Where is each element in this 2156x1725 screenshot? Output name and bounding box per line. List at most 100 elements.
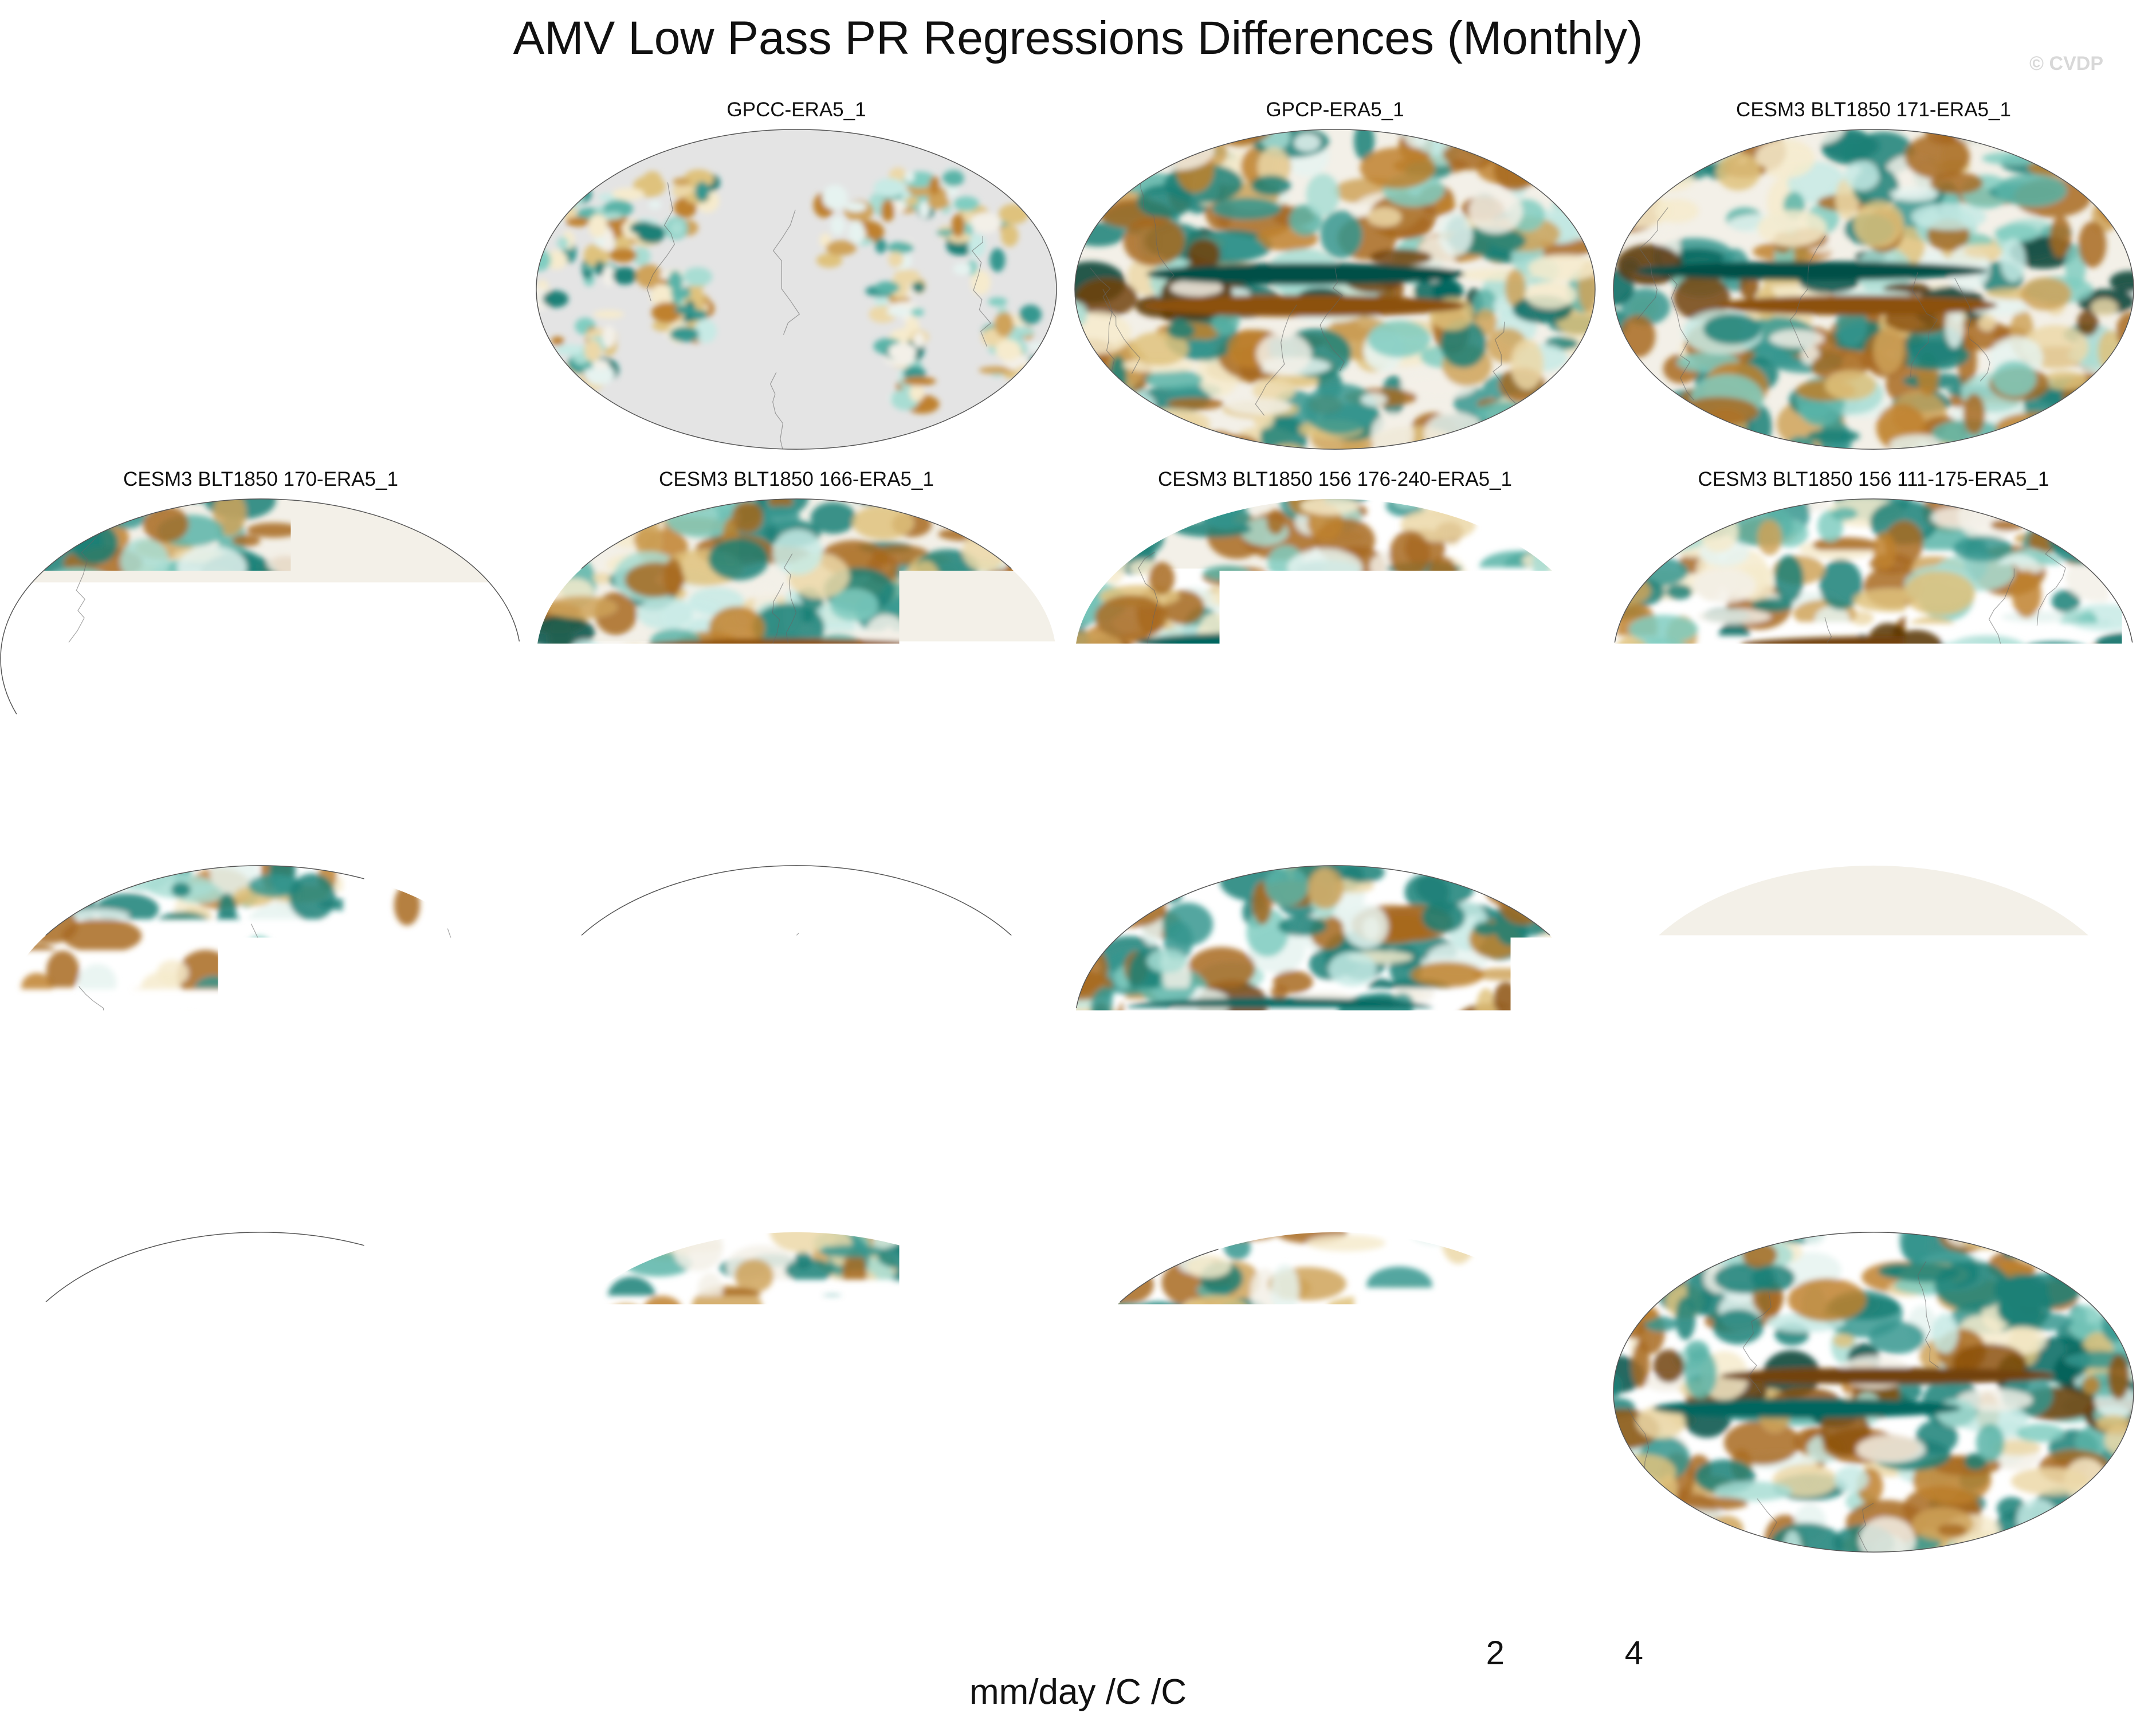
- field-blob: [820, 1245, 885, 1258]
- field-blob: [638, 496, 663, 515]
- equatorial-band: [1116, 1364, 1417, 1383]
- field-blob: [462, 1100, 500, 1136]
- panel-title: CESM3 BLT1850 171-ERA5_1: [1610, 97, 2137, 123]
- field-blob: [1562, 623, 1595, 657]
- field-blob: [1937, 1399, 1977, 1427]
- field-blob: [1003, 1181, 1047, 1189]
- field-blob: [1041, 708, 1060, 746]
- field-blob: [2087, 657, 2131, 704]
- field-blob: [1890, 1263, 1960, 1283]
- field-blob: [1651, 1152, 1689, 1189]
- field-blob: [533, 1229, 573, 1260]
- field-blob: [1474, 922, 1498, 936]
- field-blob: [913, 1268, 965, 1304]
- field-blob: [1548, 1494, 1599, 1520]
- field-blob: [2037, 1229, 2080, 1259]
- field-blob: [3, 768, 34, 796]
- field-blob: [1702, 512, 1723, 528]
- field-blob: [1101, 389, 1155, 423]
- field-blob: [1523, 496, 1584, 522]
- field-blob: [2037, 795, 2088, 822]
- field-blob: [475, 1474, 524, 1506]
- colorbar-swatch: [663, 1594, 733, 1623]
- field-blob: [603, 1229, 659, 1258]
- field-blob: [1700, 496, 1757, 521]
- field-blob: [1072, 723, 1112, 737]
- field-blob: [428, 808, 493, 820]
- field-blob: [1611, 873, 1654, 919]
- land-field-blob: [543, 290, 568, 308]
- equatorial-band: [646, 639, 926, 652]
- field-blob: [1652, 1245, 1720, 1270]
- field-blob: [1259, 1350, 1290, 1362]
- field-blob: [1996, 174, 2067, 207]
- field-blob: [533, 1151, 575, 1189]
- field-blob: [1631, 512, 1711, 552]
- field-blob: [697, 1440, 762, 1481]
- field-blob: [1562, 997, 1595, 1012]
- land-field-blob: [670, 327, 699, 342]
- field-blob: [1613, 496, 1650, 506]
- field-blob: [1543, 865, 1599, 889]
- field-blob: [533, 1146, 576, 1174]
- field-blob: [1978, 314, 1996, 331]
- field-blob: [646, 1544, 695, 1555]
- land-field-blob: [533, 241, 537, 262]
- field-blob: [1726, 1086, 1807, 1103]
- land-field-blob: [875, 238, 886, 253]
- field-blob: [2077, 310, 2098, 336]
- field-blob: [1370, 249, 1432, 266]
- field-blob: [1224, 1484, 1277, 1531]
- field-blob: [533, 1534, 574, 1555]
- field-blob: [1092, 752, 1113, 773]
- field-blob: [503, 716, 524, 757]
- field-blob: [1529, 862, 1575, 906]
- map-panel: CESM3 BLT1850 171-ERA5_1: [1610, 97, 2137, 464]
- equatorial-band: [1612, 666, 1993, 679]
- field-blob: [1092, 862, 1154, 878]
- field-blob: [1610, 1504, 1635, 1533]
- field-blob: [1561, 1496, 1599, 1513]
- map-panel: CESM3 BLT1850 170-ERA5_1: [0, 467, 524, 834]
- field-blob: [1071, 1518, 1136, 1542]
- map-panel: CESM3 BLT1850 156 176-240-ERA5_1: [1071, 467, 1599, 834]
- field-blob: [647, 1229, 691, 1245]
- field-blob: [1443, 695, 1493, 730]
- field-blob: [1110, 783, 1135, 822]
- field-blob: [2060, 1518, 2137, 1555]
- field-blob: [1071, 1158, 1116, 1189]
- field-blob: [955, 1038, 988, 1067]
- field-blob: [383, 496, 427, 522]
- land-field-blob: [609, 248, 637, 262]
- field-blob: [153, 773, 223, 789]
- field-blob: [370, 1030, 448, 1044]
- field-blob: [436, 1337, 497, 1378]
- field-blob: [232, 535, 260, 546]
- field-blob: [953, 1318, 975, 1358]
- field-blob: [1620, 315, 1656, 357]
- map-10: [1610, 862, 2137, 1189]
- field-blob: [1320, 211, 1362, 258]
- field-blob: [1073, 190, 1115, 210]
- field-blob: [2060, 1153, 2106, 1189]
- colorbar-swatch: [1079, 1594, 1148, 1623]
- field-blob: [1560, 517, 1585, 563]
- field-blob: [2056, 1229, 2116, 1246]
- field-blob: [1811, 1131, 1865, 1150]
- field-blob: [430, 1243, 485, 1256]
- field-blob: [1953, 863, 2014, 905]
- equatorial-band: [556, 1365, 963, 1388]
- field-blob: [1383, 599, 1436, 629]
- field-blob: [1747, 1106, 1764, 1130]
- field-blob: [7, 1110, 80, 1125]
- field-blob: [1376, 1164, 1430, 1180]
- field-blob: [1610, 753, 1647, 786]
- field-blob: [917, 863, 981, 885]
- field-blob: [1725, 1541, 1784, 1555]
- field-blob: [78, 964, 116, 1001]
- field-blob: [403, 793, 447, 822]
- field-blob: [1501, 1263, 1573, 1279]
- field-blob: [1751, 598, 1793, 612]
- field-blob: [1519, 1258, 1598, 1290]
- field-blob: [1586, 563, 1599, 592]
